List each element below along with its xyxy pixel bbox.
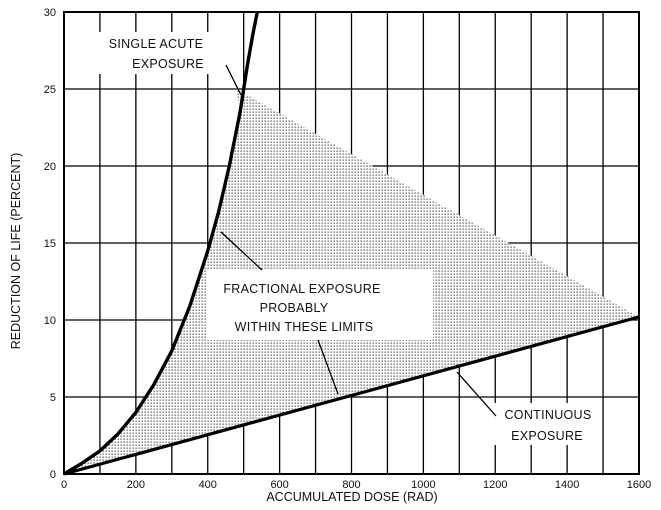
fractional-label-line2: PROBABLY [260,301,329,315]
acute-label-box [96,32,214,74]
plot-frame [63,11,640,475]
single-acute-exposure-curve [63,11,259,476]
continuous-label-line2: EXPOSURE [511,429,583,443]
x-tick-label: 1200 [483,479,507,491]
acute-label-line2: EXPOSURE [132,57,204,71]
y-tick-label: 30 [44,7,56,19]
x-tick-label: 1400 [555,479,579,491]
fractional-leader-up [220,231,263,271]
x-axis-ticks: 0 200 400 600 800 1000 1200 1400 1600 [61,479,651,491]
x-tick-label: 0 [61,479,67,491]
y-axis-ticks: 0 5 10 15 20 25 30 [44,7,56,481]
x-tick-label: 1600 [627,479,651,491]
continuous-label-box [494,403,602,445]
x-tick-label: 1000 [411,479,435,491]
continuous-exposure-line [63,315,640,476]
acute-label-line1: SINGLE ACUTE [109,37,204,51]
y-axis-title: REDUCTION OF LIFE (PERCENT) [9,153,23,350]
x-axis-title: ACCUMULATED DOSE (RAD) [266,490,437,504]
fractional-label-line3: WITHIN THESE LIMITS [235,320,374,334]
continuous-label-line1: CONTINUOUS [504,408,591,422]
fractional-leader-down [317,339,339,395]
x-tick-label: 800 [342,479,360,491]
fractional-label-box [207,270,433,340]
x-tick-label: 400 [199,479,217,491]
x-tick-label: 200 [127,479,145,491]
y-tick-label: 10 [44,315,56,327]
continuous-leader [456,371,497,417]
y-tick-label: 0 [50,469,56,481]
x-tick-label: 600 [270,479,288,491]
y-tick-label: 5 [50,392,56,404]
y-tick-label: 15 [44,238,56,250]
y-tick-label: 25 [44,84,56,96]
y-tick-label: 20 [44,161,56,173]
acute-leader [225,64,242,96]
fractional-label-line1: FRACTIONAL EXPOSURE [223,282,380,296]
